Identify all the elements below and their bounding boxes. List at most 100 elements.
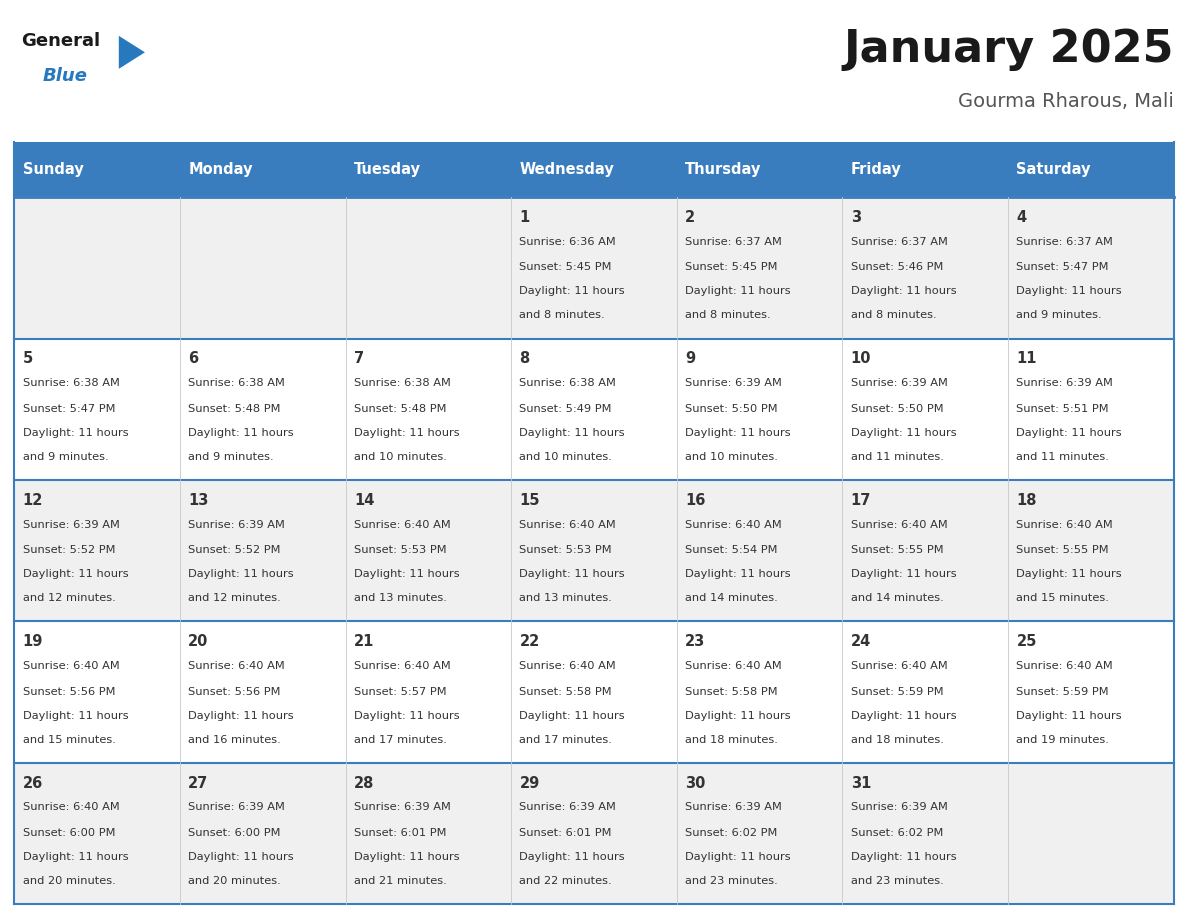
- Bar: [14, 621, 1174, 763]
- Text: and 12 minutes.: and 12 minutes.: [23, 593, 115, 603]
- Text: 17: 17: [851, 493, 871, 508]
- Text: Sunrise: 6:39 AM: Sunrise: 6:39 AM: [23, 520, 120, 530]
- Text: 20: 20: [188, 634, 209, 649]
- Text: Sunset: 5:48 PM: Sunset: 5:48 PM: [188, 404, 280, 414]
- Text: Sunrise: 6:40 AM: Sunrise: 6:40 AM: [1017, 661, 1113, 671]
- Text: Tuesday: Tuesday: [354, 162, 421, 177]
- Text: Sunrise: 6:37 AM: Sunrise: 6:37 AM: [851, 237, 948, 247]
- Text: and 21 minutes.: and 21 minutes.: [354, 876, 447, 886]
- Bar: [511, 142, 677, 197]
- Text: 7: 7: [354, 352, 364, 366]
- Text: Sunset: 5:56 PM: Sunset: 5:56 PM: [188, 687, 280, 697]
- Text: and 12 minutes.: and 12 minutes.: [188, 593, 280, 603]
- Text: 13: 13: [188, 493, 209, 508]
- Text: Daylight: 11 hours: Daylight: 11 hours: [23, 711, 128, 721]
- Text: Sunrise: 6:40 AM: Sunrise: 6:40 AM: [23, 661, 119, 671]
- Text: 14: 14: [354, 493, 374, 508]
- Text: Sunset: 5:59 PM: Sunset: 5:59 PM: [851, 687, 943, 697]
- Text: 24: 24: [851, 634, 871, 649]
- Text: and 18 minutes.: and 18 minutes.: [685, 734, 778, 744]
- Text: Sunset: 5:46 PM: Sunset: 5:46 PM: [851, 263, 943, 273]
- Bar: [14, 142, 179, 197]
- Text: and 15 minutes.: and 15 minutes.: [1017, 593, 1110, 603]
- Text: Gourma Rharous, Mali: Gourma Rharous, Mali: [958, 92, 1174, 111]
- Text: 28: 28: [354, 776, 374, 790]
- Text: Daylight: 11 hours: Daylight: 11 hours: [851, 286, 956, 297]
- Text: and 11 minutes.: and 11 minutes.: [1017, 452, 1110, 462]
- Text: and 17 minutes.: and 17 minutes.: [354, 734, 447, 744]
- Text: Daylight: 11 hours: Daylight: 11 hours: [1017, 286, 1121, 297]
- Bar: [14, 480, 1174, 621]
- Text: and 10 minutes.: and 10 minutes.: [354, 452, 447, 462]
- Bar: [842, 142, 1009, 197]
- Text: Daylight: 11 hours: Daylight: 11 hours: [354, 428, 460, 438]
- Text: Sunrise: 6:39 AM: Sunrise: 6:39 AM: [188, 802, 285, 812]
- Text: Sunset: 5:52 PM: Sunset: 5:52 PM: [188, 545, 280, 555]
- Text: Sunrise: 6:39 AM: Sunrise: 6:39 AM: [519, 802, 617, 812]
- Text: Sunset: 6:00 PM: Sunset: 6:00 PM: [23, 828, 115, 838]
- Text: Daylight: 11 hours: Daylight: 11 hours: [188, 852, 293, 862]
- Text: Sunday: Sunday: [23, 162, 83, 177]
- Text: 8: 8: [519, 352, 530, 366]
- Text: Sunrise: 6:38 AM: Sunrise: 6:38 AM: [188, 378, 285, 388]
- Text: January 2025: January 2025: [843, 28, 1174, 71]
- Text: and 23 minutes.: and 23 minutes.: [851, 876, 943, 886]
- Text: 12: 12: [23, 493, 43, 508]
- Text: Sunset: 6:01 PM: Sunset: 6:01 PM: [354, 828, 447, 838]
- Text: and 11 minutes.: and 11 minutes.: [851, 452, 943, 462]
- Text: Sunrise: 6:40 AM: Sunrise: 6:40 AM: [851, 661, 948, 671]
- Text: and 9 minutes.: and 9 minutes.: [23, 452, 108, 462]
- Text: Monday: Monday: [188, 162, 253, 177]
- Text: 30: 30: [685, 776, 706, 790]
- Bar: [677, 142, 842, 197]
- Text: Sunset: 5:58 PM: Sunset: 5:58 PM: [685, 687, 778, 697]
- Text: 29: 29: [519, 776, 539, 790]
- Text: Daylight: 11 hours: Daylight: 11 hours: [685, 286, 791, 297]
- Text: 15: 15: [519, 493, 541, 508]
- Text: 19: 19: [23, 634, 43, 649]
- Text: Sunrise: 6:39 AM: Sunrise: 6:39 AM: [685, 378, 782, 388]
- Text: Blue: Blue: [43, 67, 88, 85]
- Text: 31: 31: [851, 776, 871, 790]
- Text: 5: 5: [23, 352, 33, 366]
- Polygon shape: [119, 36, 145, 69]
- Text: Sunrise: 6:40 AM: Sunrise: 6:40 AM: [685, 520, 782, 530]
- Text: 23: 23: [685, 634, 706, 649]
- Text: Sunset: 5:49 PM: Sunset: 5:49 PM: [519, 404, 612, 414]
- Text: Daylight: 11 hours: Daylight: 11 hours: [188, 428, 293, 438]
- Text: Sunrise: 6:39 AM: Sunrise: 6:39 AM: [188, 520, 285, 530]
- Text: Daylight: 11 hours: Daylight: 11 hours: [519, 428, 625, 438]
- Text: Sunrise: 6:38 AM: Sunrise: 6:38 AM: [23, 378, 120, 388]
- Text: Sunrise: 6:40 AM: Sunrise: 6:40 AM: [23, 802, 119, 812]
- Text: Daylight: 11 hours: Daylight: 11 hours: [851, 428, 956, 438]
- Text: Wednesday: Wednesday: [519, 162, 614, 177]
- Text: Sunrise: 6:39 AM: Sunrise: 6:39 AM: [851, 378, 948, 388]
- Text: General: General: [21, 32, 101, 50]
- Text: Daylight: 11 hours: Daylight: 11 hours: [1017, 711, 1121, 721]
- Text: Daylight: 11 hours: Daylight: 11 hours: [23, 852, 128, 862]
- Text: 6: 6: [188, 352, 198, 366]
- Text: 21: 21: [354, 634, 374, 649]
- Text: Daylight: 11 hours: Daylight: 11 hours: [851, 569, 956, 579]
- Text: and 13 minutes.: and 13 minutes.: [354, 593, 447, 603]
- Text: and 10 minutes.: and 10 minutes.: [519, 452, 612, 462]
- Text: and 14 minutes.: and 14 minutes.: [685, 593, 778, 603]
- Text: Sunset: 5:59 PM: Sunset: 5:59 PM: [1017, 687, 1110, 697]
- Bar: [14, 197, 1174, 339]
- Text: Sunset: 5:47 PM: Sunset: 5:47 PM: [1017, 263, 1108, 273]
- Text: Daylight: 11 hours: Daylight: 11 hours: [354, 569, 460, 579]
- Text: Sunset: 5:57 PM: Sunset: 5:57 PM: [354, 687, 447, 697]
- Text: Daylight: 11 hours: Daylight: 11 hours: [519, 711, 625, 721]
- Text: and 23 minutes.: and 23 minutes.: [685, 876, 778, 886]
- Text: 26: 26: [23, 776, 43, 790]
- Text: Sunrise: 6:39 AM: Sunrise: 6:39 AM: [354, 802, 450, 812]
- Text: Sunrise: 6:38 AM: Sunrise: 6:38 AM: [519, 378, 617, 388]
- Text: Daylight: 11 hours: Daylight: 11 hours: [23, 428, 128, 438]
- Text: and 8 minutes.: and 8 minutes.: [685, 310, 771, 320]
- Text: Sunset: 5:48 PM: Sunset: 5:48 PM: [354, 404, 447, 414]
- Text: Daylight: 11 hours: Daylight: 11 hours: [685, 569, 791, 579]
- Text: 1: 1: [519, 210, 530, 225]
- Text: and 8 minutes.: and 8 minutes.: [519, 310, 605, 320]
- Text: Daylight: 11 hours: Daylight: 11 hours: [23, 569, 128, 579]
- Text: Daylight: 11 hours: Daylight: 11 hours: [685, 428, 791, 438]
